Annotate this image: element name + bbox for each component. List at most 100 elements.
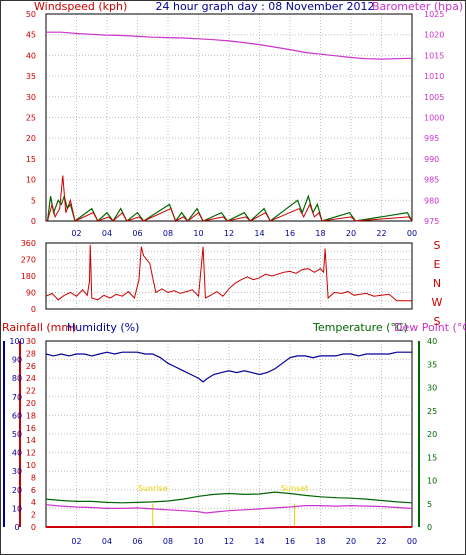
x-tick-label: 16	[285, 229, 295, 238]
y-tick-label-rainfall: 24	[26, 374, 36, 383]
windspeed-label: Windspeed (kph)	[34, 0, 127, 13]
y-tick-label-rainfall: 0	[31, 523, 36, 532]
y-tick-label-windspeed: 30	[26, 93, 36, 102]
x-tick-label: 08	[163, 229, 173, 238]
series-line-dewpoint	[45, 504, 413, 514]
y-tick-label-windspeed: 15	[26, 155, 36, 164]
x-tick-label: 10	[193, 537, 203, 546]
compass-label: S	[434, 315, 441, 328]
y-tick-label-temperature: 25	[427, 407, 437, 416]
y-tick-label-rainfall: 10	[26, 461, 36, 470]
y-tick-label-rainfall: 28	[26, 349, 36, 358]
x-tick-label: 06	[132, 537, 142, 546]
series-line-wind-direction	[45, 244, 412, 302]
y-tick-label-windspeed: 0	[31, 217, 36, 226]
y-tick-label-rainfall: 30	[26, 337, 36, 346]
y-tick-label-direction: 90	[26, 289, 36, 298]
barometer-label: Barometer (hpa)	[372, 0, 463, 13]
y-tick-label-windspeed: 20	[26, 134, 36, 143]
sunrise-label: Sunrise	[138, 484, 168, 493]
y-tick-label-temperature: 35	[427, 360, 437, 369]
series-line-windspeed	[47, 175, 413, 222]
series-line-humidity	[45, 351, 412, 383]
y-tick-label-barometer: 990	[424, 155, 439, 164]
y-tick-label-humidity: 20	[12, 486, 22, 495]
x-tick-label: 02	[71, 537, 81, 546]
y-tick-label-temperature: 40	[427, 337, 437, 346]
y-tick-label-barometer: 995	[424, 134, 439, 143]
dewpoint-label: Dew Point (°C)	[394, 321, 466, 334]
y-tick-label-temperature: 20	[427, 430, 437, 439]
y-tick-label-barometer: 980	[424, 196, 439, 205]
series-line-barometer	[46, 31, 413, 60]
y-tick-label-humidity: 90	[12, 356, 22, 365]
y-tick-label-humidity: 0	[14, 523, 19, 532]
y-tick-label-rainfall: 8	[31, 473, 36, 482]
y-tick-label-barometer: 1015	[424, 51, 444, 60]
x-tick-label: 00	[407, 229, 417, 238]
y-tick-label-barometer: 985	[424, 176, 439, 185]
y-tick-label-rainfall: 14	[26, 436, 36, 445]
x-tick-label: 10	[193, 229, 203, 238]
y-tick-label-barometer: 1005	[424, 93, 444, 102]
y-tick-label-humidity: 50	[12, 430, 22, 439]
y-tick-label-humidity: 40	[12, 449, 22, 458]
x-tick-label: 08	[163, 537, 173, 546]
y-tick-label-direction: 0	[31, 305, 36, 314]
chart-title: 24 hour graph day : 08 November 2012	[155, 0, 374, 13]
x-tick-label: 02	[71, 229, 81, 238]
temperature-label: Temperature (°C)	[312, 321, 408, 334]
y-tick-label-temperature: 5	[427, 500, 432, 509]
y-tick-label-rainfall: 6	[31, 486, 36, 495]
y-tick-label-humidity: 80	[12, 374, 22, 383]
y-tick-label-barometer: 975	[424, 217, 439, 226]
x-tick-label: 22	[376, 537, 386, 546]
compass-label: E	[434, 258, 441, 271]
x-tick-label: 14	[254, 229, 264, 238]
x-tick-label: 04	[102, 537, 112, 546]
x-tick-label: 06	[132, 229, 142, 238]
compass-label: S	[434, 239, 441, 252]
y-tick-label-rainfall: 2	[31, 511, 36, 520]
humidity-label: Humidity (%)	[67, 321, 139, 334]
y-tick-label-humidity: 60	[12, 411, 22, 420]
rainfall-label: Rainfall (mm)	[2, 321, 76, 334]
x-tick-label: 12	[224, 229, 234, 238]
y-tick-label-windspeed: 45	[26, 31, 36, 40]
y-tick-label-direction: 360	[21, 239, 36, 248]
x-tick-label: 04	[102, 229, 112, 238]
y-tick-label-temperature: 10	[427, 477, 437, 486]
x-tick-label: 16	[285, 537, 295, 546]
y-tick-label-barometer: 1000	[424, 114, 444, 123]
y-tick-label-windspeed: 25	[26, 114, 36, 123]
y-tick-label-humidity: 30	[12, 467, 22, 476]
y-tick-label-humidity: 100	[9, 337, 24, 346]
series-line-temperature	[45, 491, 413, 504]
x-tick-label: 12	[224, 537, 234, 546]
y-tick-label-rainfall: 16	[26, 424, 36, 433]
y-tick-label-humidity: 70	[12, 393, 22, 402]
y-tick-label-temperature: 0	[427, 523, 432, 532]
y-tick-label-barometer: 1010	[424, 72, 444, 81]
y-tick-label-rainfall: 22	[26, 387, 36, 396]
sunset-label: Sunset	[281, 484, 308, 493]
x-tick-label: 20	[346, 229, 356, 238]
x-tick-label: 20	[346, 537, 356, 546]
y-tick-label-windspeed: 40	[26, 51, 36, 60]
y-tick-label-rainfall: 20	[26, 399, 36, 408]
x-tick-label: 00	[407, 537, 417, 546]
wind-barometer-panel: 0510152025303540455097598098599099510001…	[26, 10, 445, 238]
y-tick-label-rainfall: 12	[26, 449, 36, 458]
x-tick-label: 22	[376, 229, 386, 238]
y-tick-label-rainfall: 4	[31, 498, 36, 507]
y-tick-label-windspeed: 50	[26, 10, 36, 19]
y-tick-label-direction: 270	[21, 256, 36, 265]
y-tick-label-temperature: 15	[427, 453, 437, 462]
y-tick-label-windspeed: 5	[31, 196, 36, 205]
y-tick-label-direction: 180	[21, 272, 36, 281]
y-tick-label-barometer: 1020	[424, 31, 444, 40]
compass-label: W	[432, 296, 443, 309]
